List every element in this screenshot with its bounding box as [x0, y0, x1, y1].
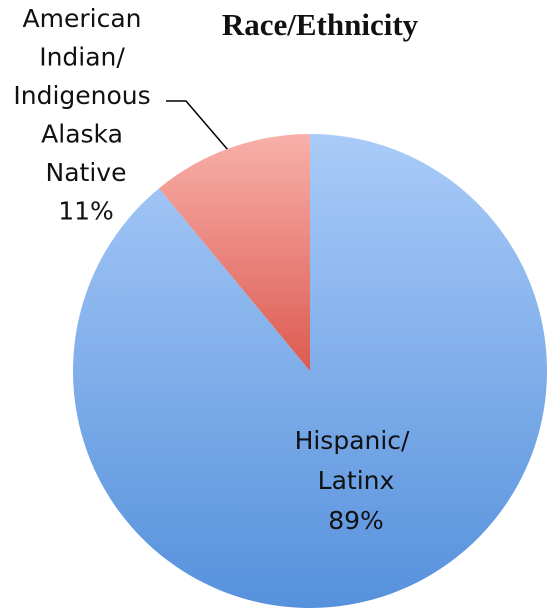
pie-slice: [72, 134, 547, 609]
pie-slice: [158, 134, 310, 371]
value-label: 11%: [58, 197, 114, 226]
slice-label: Hispanic/ Latinx: [295, 426, 418, 495]
value-label: 89%: [328, 506, 384, 535]
leader-line: [166, 100, 229, 151]
chart-title: Race/Ethnicity: [222, 7, 419, 42]
slice-label: American Indian/ Indigenous Alaska Nativ…: [13, 4, 158, 187]
